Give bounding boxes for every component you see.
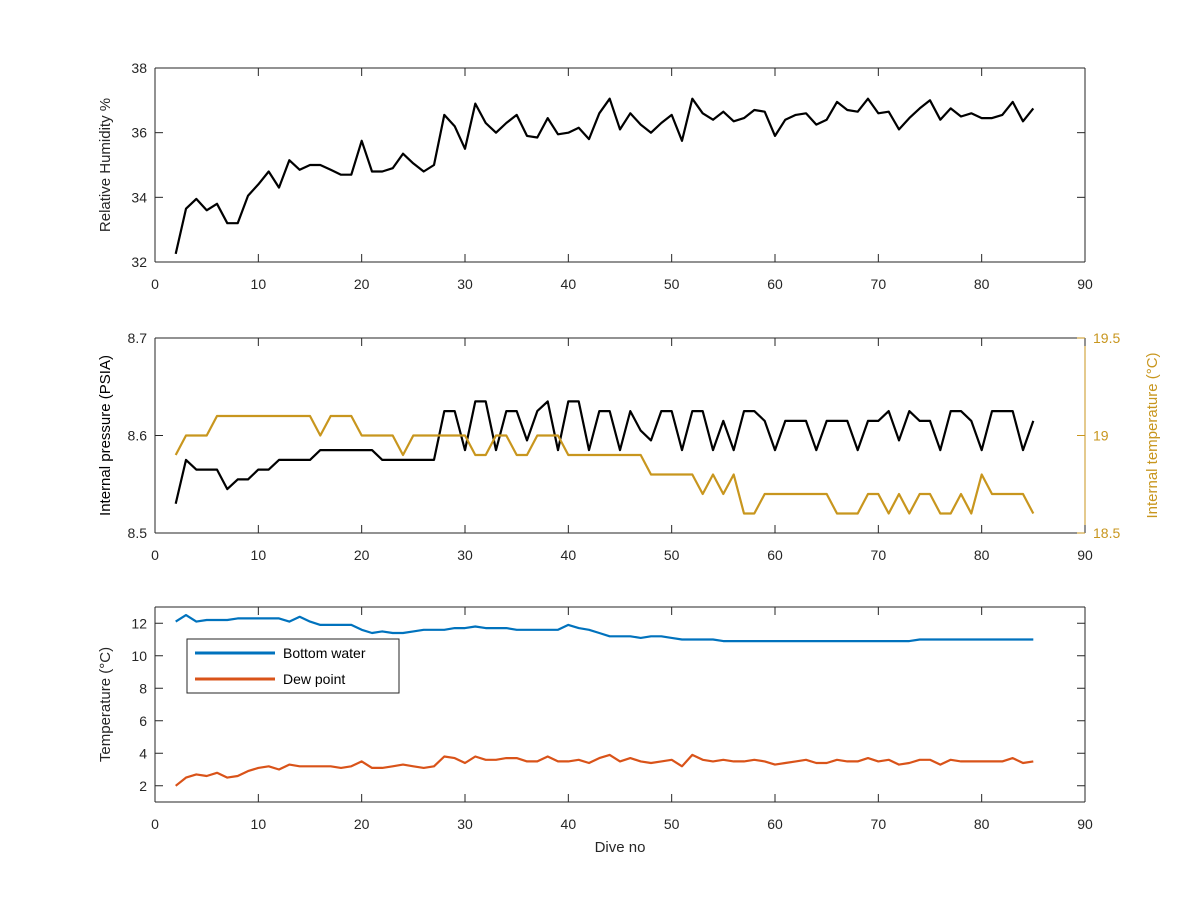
y-tick-label: 8.7 — [128, 330, 148, 346]
x-axis-label: Dive no — [595, 839, 646, 856]
panel-3: 0 10 20 30 40 50 60 70 80 90 2 4 6 8 10 12 Temperature (… — [97, 606, 1093, 856]
x-tick-label: 30 — [457, 547, 473, 563]
x-tick-label: 60 — [767, 276, 783, 292]
x-tick-label: 70 — [871, 547, 887, 563]
y-tick-label: 34 — [131, 189, 147, 205]
y2-tick-label: 19.5 — [1093, 330, 1120, 346]
x-tick-label: 10 — [251, 816, 267, 832]
x-tick-label: 50 — [664, 547, 680, 563]
x-tick-label: 80 — [974, 547, 990, 563]
plot-area — [155, 338, 1085, 533]
series-line-2 — [175, 753, 1034, 787]
x-tick-label: 80 — [974, 276, 990, 292]
y-tick-label: 36 — [131, 125, 147, 141]
x-tick-label: 10 — [251, 276, 267, 292]
x-tick-label: 0 — [151, 816, 159, 832]
y-tick-label: 2 — [139, 778, 147, 794]
x-tick-label: 70 — [871, 276, 887, 292]
y-tick-label: 8 — [139, 680, 147, 696]
x-tick-label: 20 — [354, 276, 370, 292]
y-tick-label: 8.5 — [128, 525, 148, 541]
y2-tick-label: 19 — [1093, 428, 1109, 444]
x-tick-label: 30 — [457, 276, 473, 292]
x-tick-label: 80 — [974, 816, 990, 832]
legend-label: Dew point — [283, 671, 345, 687]
series-line-1 — [175, 614, 1034, 643]
x-tick-label: 70 — [871, 816, 887, 832]
x-tick-label: 90 — [1077, 547, 1093, 563]
y-axis-label: Relative Humidity % — [97, 98, 114, 232]
x-tick-label: 90 — [1077, 816, 1093, 832]
x-tick-label: 90 — [1077, 276, 1093, 292]
x-tick-label: 0 — [151, 276, 159, 292]
x-tick-label: 50 — [664, 276, 680, 292]
y-axis-label: Internal pressure (PSIA) — [97, 355, 114, 516]
legend-box — [186, 638, 400, 694]
y-axis-label: Temperature (°C) — [97, 647, 114, 762]
y-tick-label: 38 — [131, 60, 147, 76]
x-tick-label: 30 — [457, 816, 473, 832]
x-tick-label: 40 — [561, 816, 577, 832]
y2-tick-label: 18.5 — [1093, 525, 1120, 541]
y-tick-label: 4 — [139, 745, 147, 761]
panel-1: 0 10 20 30 40 50 60 70 80 90 32 34 36 38 Relative Humi… — [97, 60, 1093, 292]
y-tick-label: 12 — [131, 615, 147, 631]
legend-label: Bottom water — [283, 645, 366, 661]
x-tick-label: 40 — [561, 276, 577, 292]
x-tick-label: 20 — [354, 547, 370, 563]
y-tick-label: 10 — [131, 648, 147, 664]
y-tick-label: 8.6 — [128, 428, 148, 444]
y-tick-label: 32 — [131, 254, 147, 270]
x-tick-label: 60 — [767, 816, 783, 832]
x-tick-label: 40 — [561, 547, 577, 563]
series-line-1 — [174, 97, 1035, 255]
series-line-2 — [174, 414, 1035, 515]
x-tick-label: 50 — [664, 816, 680, 832]
x-tick-label: 0 — [151, 547, 159, 563]
y-tick-label: 6 — [139, 713, 147, 729]
legend: Bottom water Dew point — [186, 638, 400, 694]
panel-2: 0 10 20 30 40 50 60 70 80 90 8.5 8.6 8.7 18.5 19 19.5 In… — [97, 330, 1161, 563]
x-tick-label: 20 — [354, 816, 370, 832]
x-tick-label: 10 — [251, 547, 267, 563]
y2-axis-label: Internal temperature (°C) — [1144, 352, 1161, 518]
series-line-1 — [174, 400, 1035, 505]
x-tick-label: 60 — [767, 547, 783, 563]
